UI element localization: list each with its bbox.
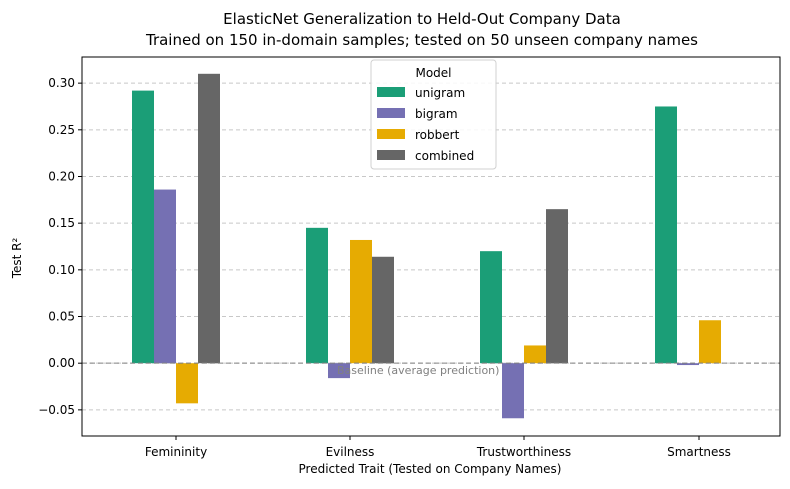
x-tick-label: Femininity (145, 445, 207, 459)
legend-swatch-unigram (377, 87, 405, 97)
y-tick-label: 0.30 (48, 76, 75, 90)
bar-combined-trustworthiness (546, 209, 568, 364)
bars (132, 73, 743, 419)
legend-label-unigram: unigram (415, 86, 465, 100)
bar-bigram-evilness (328, 363, 350, 379)
legend: Model unigram bigram robbert combined (370, 59, 497, 170)
bar-unigram-smartness (655, 106, 677, 364)
bar-robbert-trustworthiness (524, 345, 546, 364)
legend-swatch-combined (377, 150, 405, 160)
bar-bigram-trustworthiness (502, 363, 524, 419)
plot-frame (81, 56, 781, 437)
chart-title: ElasticNet Generalization to Held-Out Co… (223, 10, 621, 28)
y-tick-label: 0.05 (48, 310, 75, 324)
bar-unigram-femininity (132, 90, 154, 364)
y-tick-label: 0.20 (48, 169, 75, 183)
bar-robbert-femininity (176, 363, 198, 404)
legend-label-bigram: bigram (415, 107, 458, 121)
chart-subtitle: Trained on 150 in-domain samples; tested… (145, 31, 698, 49)
bar-bigram-smartness (677, 363, 699, 366)
legend-label-robbert: robbert (415, 128, 460, 142)
y-tick-label: −0.05 (38, 403, 75, 417)
y-tick-label: 0.25 (48, 123, 75, 137)
baseline-label: Baseline (average prediction) (337, 364, 499, 377)
x-axis: Femininity Evilness Trustworthiness Smartne… (145, 436, 731, 459)
y-axis-label: Test R² (10, 238, 24, 280)
y-tick-label: 0.10 (48, 263, 75, 277)
bar-unigram-evilness (306, 227, 328, 364)
legend-title: Model (415, 66, 451, 80)
bar-robbert-evilness (350, 239, 372, 364)
legend-swatch-bigram (377, 108, 405, 118)
bar-robbert-smartness (699, 320, 721, 364)
bar-bigram-femininity (154, 189, 176, 364)
y-tick-label: 0.15 (48, 216, 75, 230)
bar-unigram-trustworthiness (480, 251, 502, 364)
x-tick-label: Trustworthiness (476, 445, 571, 459)
y-tick-label: 0.00 (48, 356, 75, 370)
x-tick-label: Evilness (326, 445, 375, 459)
x-axis-label: Predicted Trait (Tested on Company Names… (299, 462, 562, 476)
y-axis: −0.05 0.00 0.05 0.10 0.15 0.20 0.25 0.30 (38, 76, 82, 417)
x-tick-label: Smartness (667, 445, 731, 459)
legend-label-combined: combined (415, 149, 474, 163)
bar-combined-femininity (198, 73, 220, 364)
legend-swatch-robbert (377, 129, 405, 139)
bar-combined-evilness (372, 256, 394, 364)
